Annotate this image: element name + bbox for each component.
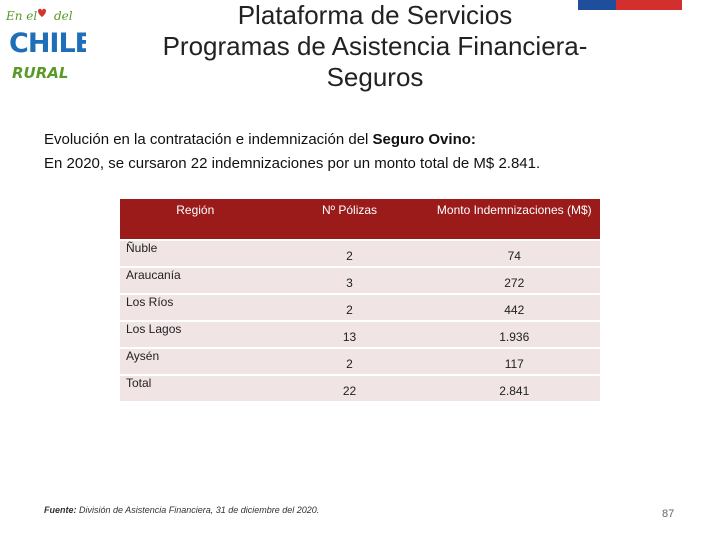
- source-note: Fuente: División de Asistencia Financier…: [44, 505, 319, 515]
- cell-monto: 272: [428, 268, 600, 293]
- cell-region: Los Lagos: [120, 322, 271, 347]
- svg-text:RURAL: RURAL: [12, 64, 68, 82]
- slide-title: Plataforma de Servicios Programas de Asi…: [120, 0, 630, 93]
- header-polizas: Nº Pólizas: [270, 199, 429, 239]
- cell-polizas: 3: [270, 268, 429, 293]
- title-line-1: Plataforma de Servicios: [237, 0, 513, 30]
- table-row: Araucanía 3 272: [120, 268, 600, 293]
- source-text: División de Asistencia Financiera, 31 de…: [76, 505, 320, 515]
- chile-flag-strip: [578, 0, 682, 10]
- cell-polizas: 2: [270, 295, 429, 320]
- table-row: Aysén 2 117: [120, 349, 600, 374]
- cell-region: Los Ríos: [120, 295, 271, 320]
- svg-text:del: del: [54, 9, 73, 23]
- chile-rural-logo: En el del CHILE RURAL: [5, 8, 86, 82]
- table-row: Ñuble 2 74: [120, 241, 600, 266]
- cell-monto: 117: [428, 349, 600, 374]
- cell-polizas: 22: [270, 376, 429, 401]
- cell-monto: 442: [428, 295, 600, 320]
- intro-text: Evolución en la contratación e indemniza…: [44, 128, 540, 176]
- svg-text:CHILE: CHILE: [9, 28, 86, 59]
- cell-polizas: 2: [270, 241, 429, 266]
- cell-region: Total: [120, 376, 271, 401]
- table-row: Los Ríos 2 442: [120, 295, 600, 320]
- cell-monto: 1.936: [428, 322, 600, 347]
- cell-region: Ñuble: [120, 241, 271, 266]
- cell-region: Araucanía: [120, 268, 271, 293]
- cell-monto: 74: [428, 241, 600, 266]
- seguro-ovino-table: Región Nº Pólizas Monto Indemnizaciones …: [120, 197, 600, 403]
- table-header-row: Región Nº Pólizas Monto Indemnizaciones …: [120, 199, 600, 239]
- cell-polizas: 2: [270, 349, 429, 374]
- intro-line-2: En 2020, se cursaron 22 indemnizaciones …: [44, 155, 541, 172]
- page-number: 87: [662, 508, 675, 520]
- cell-region: Aysén: [120, 349, 271, 374]
- cell-monto: 2.841: [428, 376, 600, 401]
- intro-line-1: Evolución en la contratación e indemniza…: [44, 131, 476, 148]
- svg-text:En el: En el: [5, 9, 37, 23]
- table-total-row: Total 22 2.841: [120, 376, 600, 401]
- header-region: Región: [120, 199, 271, 239]
- cell-polizas: 13: [270, 322, 429, 347]
- table-row: Los Lagos 13 1.936: [120, 322, 600, 347]
- source-label: Fuente:: [44, 505, 77, 515]
- title-line-2: Programas de Asistencia Financiera-: [162, 31, 588, 61]
- title-line-3: Seguros: [326, 62, 424, 92]
- intro-bold: Seguro Ovino:: [372, 131, 476, 148]
- header-monto: Monto Indemnizaciones (M$): [428, 199, 600, 239]
